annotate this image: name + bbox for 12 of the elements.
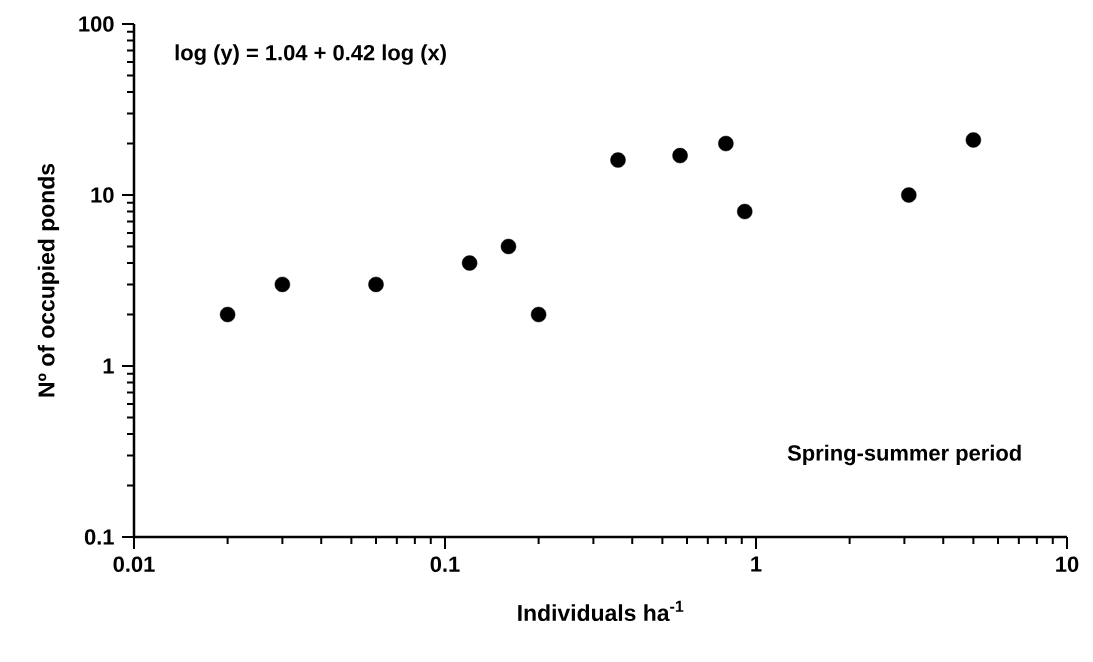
x-tick-label: 0.01 <box>113 556 155 573</box>
x-tick-label: 10 <box>1056 556 1079 573</box>
y-tick-label: 0.1 <box>84 529 114 545</box>
y-tick-label: 10 <box>91 187 114 203</box>
annotation: Spring-summer period <box>787 444 1021 466</box>
y-axis-title: Nº of occupied ponds <box>37 163 60 397</box>
annotation: log (y) = 1.04 + 0.42 log (x) <box>175 44 446 65</box>
x-axis-title: Individuals ha$^{-1}$ <box>518 600 684 622</box>
x-tick-label: 1 <box>751 556 762 572</box>
y-tick-label: 100 <box>79 16 114 32</box>
x-tick-label: 0.1 <box>430 556 460 573</box>
y-tick-label: 1 <box>103 358 114 374</box>
